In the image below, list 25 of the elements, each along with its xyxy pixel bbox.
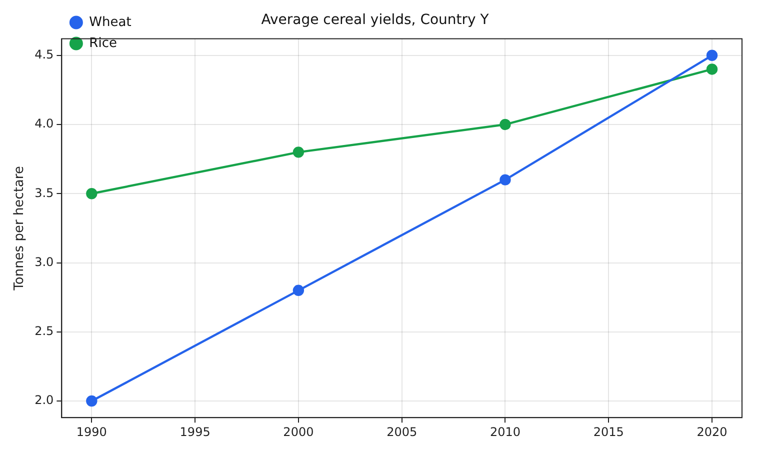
point (500, 118, 511, 130)
point (292, 284, 304, 296)
x-tick-label: 2005 (386, 424, 418, 439)
y-tick-label: 3.5 (34, 186, 54, 200)
point (706, 64, 718, 75)
x-tick-label: 1990 (76, 424, 107, 439)
legend-label: Wheat (89, 14, 132, 30)
y-axis-title: Tonnes per hectare (12, 166, 28, 292)
point (86, 188, 98, 200)
point (500, 174, 511, 186)
x-tick-label: 2010 (490, 424, 521, 439)
y-tick-label: 4.0 (34, 116, 54, 131)
x-tick-label: 2020 (696, 424, 728, 439)
chart-title: Average cereal yields, Country Y (261, 12, 490, 28)
point (86, 395, 98, 407)
y-tick-label: 4.5 (34, 48, 54, 62)
legend-label: Rice (89, 36, 117, 51)
point (292, 146, 304, 158)
y-tick-label: 2.0 (34, 393, 54, 408)
y-tick-label: 3.0 (34, 254, 54, 269)
point (706, 50, 718, 61)
x-tick-label: 1995 (180, 424, 210, 439)
x-tick-label: 2000 (283, 424, 314, 439)
y-tick-label: 2.5 (34, 324, 54, 338)
x-tick-label: 2015 (593, 424, 624, 439)
